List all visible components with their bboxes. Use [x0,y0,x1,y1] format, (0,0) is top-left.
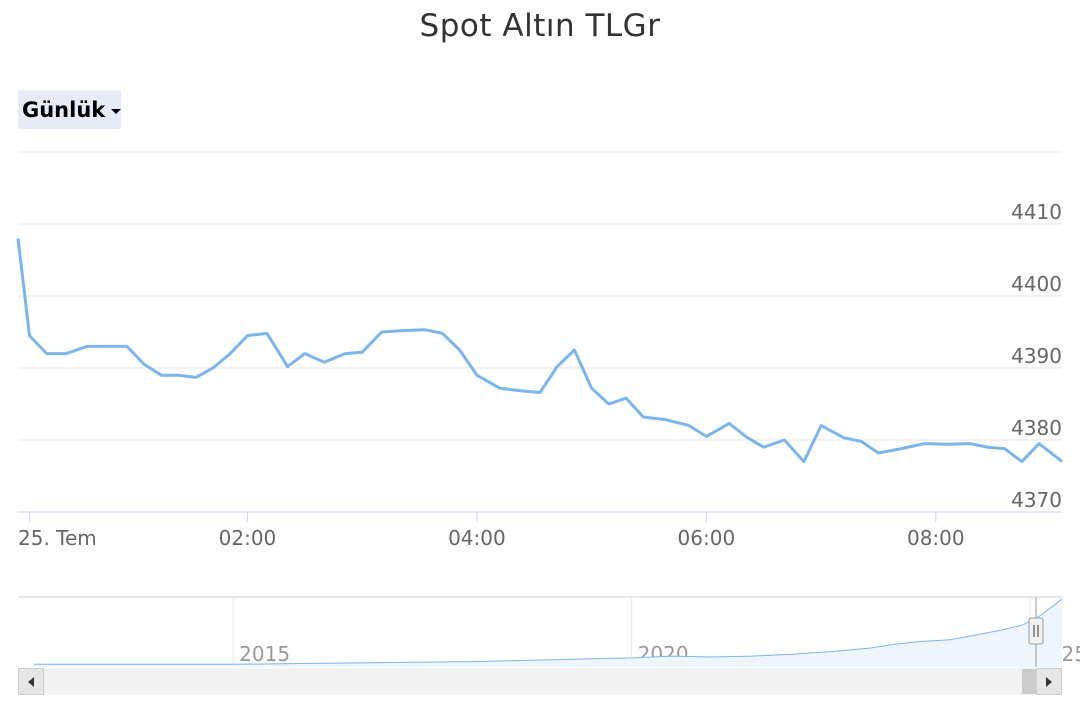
navigator-series-line [33,598,1063,665]
range-selector-label: Günlük [22,97,106,122]
scroll-right-button[interactable] [1036,668,1062,695]
x-tick-label: 02:00 [219,526,277,550]
y-tick-label: 4390 [1011,344,1062,368]
arrow-left-icon [28,676,34,687]
y-tick-label: 4380 [1011,416,1062,440]
y-tick-label: 4400 [1011,272,1062,296]
y-tick-label: 4410 [1011,200,1062,224]
scrollbar-thumb[interactable] [1022,669,1036,694]
navigator-area-fill [33,599,1062,667]
arrow-right-icon [1046,676,1052,687]
navigator-scrollbar[interactable] [18,668,1062,695]
chart-title: Spot Altın TLGr [419,8,661,44]
price-series-line [16,238,1063,464]
navigator-handle[interactable] [1028,617,1044,645]
x-tick-label: 08:00 [907,526,965,550]
y-tick-label: 4370 [1011,488,1062,512]
x-tick-label: 06:00 [678,526,736,550]
x-tick-label: 04:00 [448,526,506,550]
scroll-left-button[interactable] [18,668,44,695]
range-selector-dropdown[interactable]: Günlük [18,90,122,129]
chevron-down-icon [111,108,122,114]
x-tick-label: 25. Tem [18,526,97,550]
navigator-tick-label: 2015 [239,642,290,666]
